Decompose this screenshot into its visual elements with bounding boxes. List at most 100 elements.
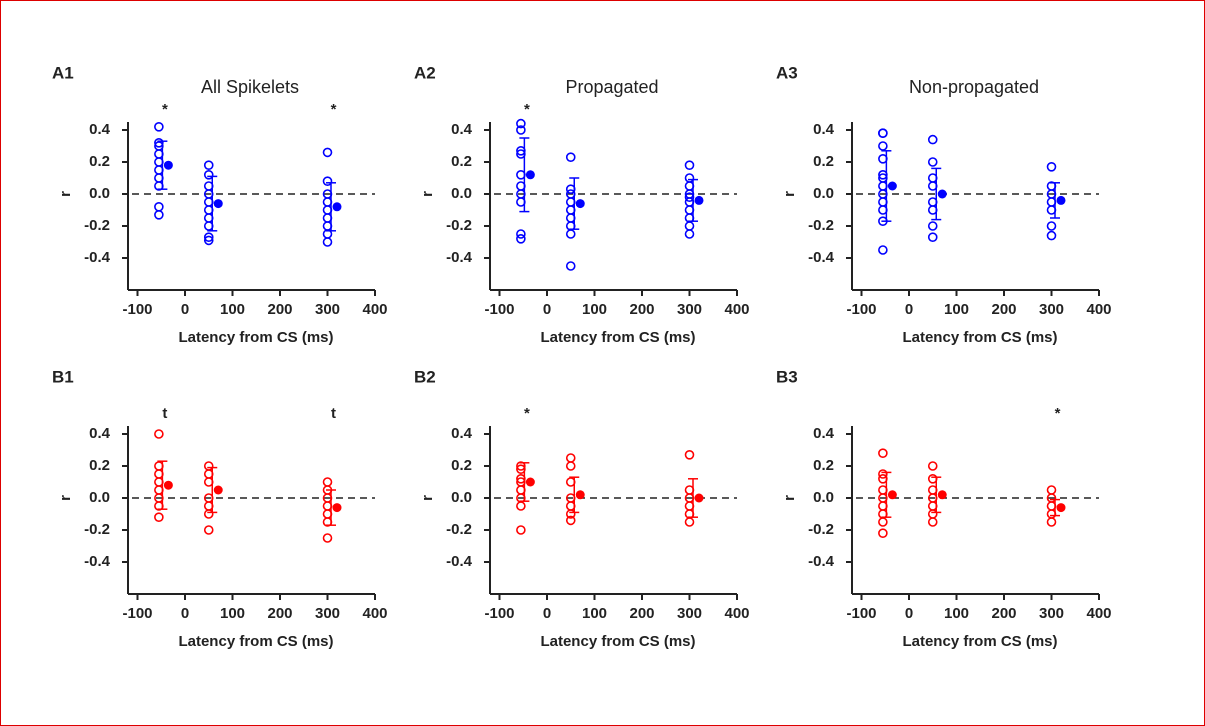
mean-point <box>525 170 535 180</box>
y-tick-label: 0.4 <box>451 425 473 442</box>
data-point <box>1046 230 1057 241</box>
data-point <box>203 235 214 246</box>
x-tick-label: -100 <box>484 301 514 318</box>
x-tick-label: -100 <box>846 605 876 622</box>
y-tick-label: 0.0 <box>451 489 472 506</box>
y-tick-label: 0.4 <box>89 425 111 442</box>
data-point <box>516 525 526 535</box>
x-tick-label: 100 <box>582 301 607 318</box>
y-tick-label: -0.4 <box>808 249 835 266</box>
y-axis-label: r <box>57 495 74 501</box>
y-tick-label: 0.0 <box>89 489 110 506</box>
significance-mark: t <box>331 405 336 422</box>
data-point <box>1046 485 1057 495</box>
mean-point <box>163 480 173 490</box>
x-tick-label: 400 <box>1086 301 1111 318</box>
data-point <box>1046 517 1057 527</box>
mean-point <box>575 490 585 500</box>
y-tick-label: 0.4 <box>813 425 835 442</box>
mean-point <box>332 202 342 212</box>
x-tick-label: 200 <box>991 605 1016 622</box>
panel-label: B2 <box>414 367 436 386</box>
panel-label: A2 <box>414 63 436 82</box>
x-axis-label: Latency from CS (ms) <box>902 633 1057 650</box>
data-point <box>322 237 333 247</box>
significance-mark: * <box>1055 405 1061 422</box>
mean-point <box>694 195 704 205</box>
x-tick-label: 0 <box>905 301 913 318</box>
x-axis-label: Latency from CS (ms) <box>178 329 333 346</box>
y-tick-label: -0.2 <box>84 217 110 234</box>
data-point <box>565 152 576 162</box>
panel-title: Propagated <box>565 77 658 97</box>
x-tick-label: 300 <box>677 605 702 622</box>
data-point <box>565 261 576 271</box>
data-point <box>516 234 526 244</box>
significance-mark: * <box>524 405 530 422</box>
data-point <box>878 128 888 138</box>
data-point <box>516 501 526 511</box>
x-tick-label: 100 <box>582 605 607 622</box>
y-axis-label: r <box>57 191 74 197</box>
data-point <box>927 221 938 231</box>
y-tick-label: -0.2 <box>446 217 472 234</box>
data-point <box>927 134 938 145</box>
x-tick-label: 300 <box>315 605 340 622</box>
x-tick-label: 200 <box>267 301 292 318</box>
y-axis-label: r <box>419 191 436 197</box>
data-point <box>516 125 526 135</box>
data-point <box>684 517 695 527</box>
x-axis-label: Latency from CS (ms) <box>540 329 695 346</box>
panel-label: B3 <box>776 367 798 386</box>
panel-label: B1 <box>52 367 74 386</box>
data-point <box>878 245 888 255</box>
panel-title: All Spikelets <box>201 77 299 97</box>
y-tick-label: 0.2 <box>813 153 834 170</box>
y-axis-label: r <box>419 495 436 501</box>
y-tick-label: 0.2 <box>813 457 834 474</box>
data-point <box>565 453 576 463</box>
y-tick-label: -0.2 <box>808 217 834 234</box>
data-point <box>1046 221 1057 231</box>
x-tick-label: -100 <box>122 605 152 622</box>
x-tick-label: 400 <box>362 301 387 318</box>
y-tick-label: -0.4 <box>84 249 111 266</box>
data-point <box>203 232 214 242</box>
data-point <box>878 517 888 527</box>
data-point <box>203 170 214 180</box>
data-point <box>154 210 164 220</box>
x-tick-label: 100 <box>944 605 969 622</box>
data-point <box>878 141 888 151</box>
data-point <box>154 122 164 132</box>
data-point <box>927 157 938 167</box>
data-point <box>684 449 695 460</box>
data-point <box>684 229 695 239</box>
y-tick-label: -0.4 <box>84 553 111 570</box>
y-tick-label: 0.0 <box>451 185 472 202</box>
x-tick-label: 200 <box>629 605 654 622</box>
data-point <box>565 515 576 526</box>
data-point <box>565 229 576 239</box>
data-point <box>154 202 164 212</box>
significance-mark: * <box>331 101 337 118</box>
mean-point <box>937 490 947 500</box>
data-point <box>878 448 888 459</box>
x-tick-label: 100 <box>220 301 245 318</box>
data-point <box>203 160 214 170</box>
x-tick-label: 0 <box>181 605 189 622</box>
significance-mark: t <box>162 405 167 422</box>
data-point <box>322 533 333 543</box>
mean-point <box>1056 195 1066 205</box>
data-point <box>203 509 214 519</box>
mean-point <box>887 181 897 191</box>
panel-label: A1 <box>52 63 74 82</box>
mean-point <box>575 199 585 209</box>
y-tick-label: -0.2 <box>446 521 472 538</box>
y-tick-label: 0.2 <box>89 153 110 170</box>
y-tick-label: -0.2 <box>808 521 834 538</box>
y-tick-label: 0.0 <box>813 185 834 202</box>
y-axis-label: r <box>781 495 798 501</box>
mean-point <box>213 199 223 209</box>
x-tick-label: 300 <box>677 301 702 318</box>
